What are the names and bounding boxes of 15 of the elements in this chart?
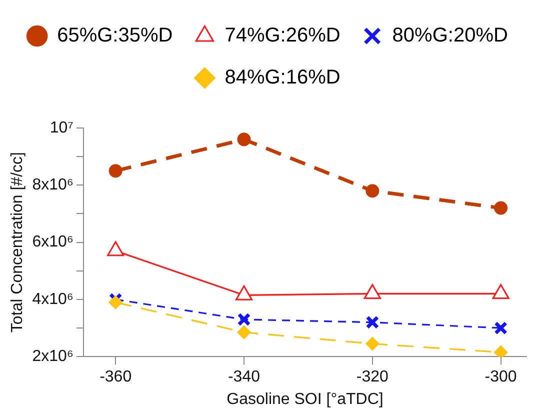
legend-label: 80%G:20%D [392, 24, 508, 47]
y-tick-label: 4x10⁶ [32, 290, 74, 308]
x-axis-title: Gasoline SOI [°aTDC] [226, 390, 384, 408]
x-tick-label: -340 [228, 368, 260, 386]
x-tick-label: -300 [484, 368, 517, 386]
y-tick-label: 10⁷ [50, 119, 74, 136]
legend-label: 84%G:16%D [224, 66, 340, 89]
y-tick-label: 8x10⁶ [32, 176, 74, 194]
y-axis-title: Total Concentration [#/cc] [9, 152, 26, 333]
y-tick-label: 2x10⁶ [32, 348, 74, 366]
legend-label: 65%G:35%D [57, 24, 173, 47]
y-tick-label: 6x10⁶ [32, 234, 74, 251]
legend-label: 74%G:26%D [224, 24, 340, 47]
x-tick-label: -360 [100, 368, 132, 386]
x-tick-label: -320 [356, 368, 389, 386]
